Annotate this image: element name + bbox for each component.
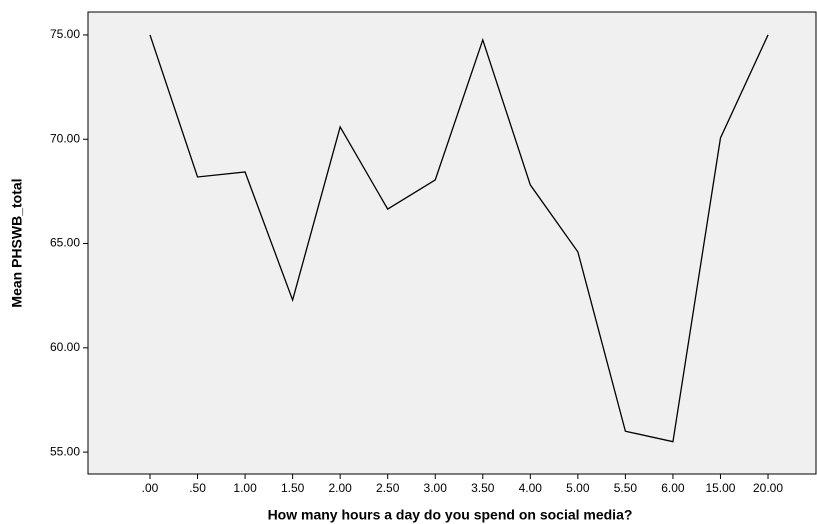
x-tick-label: 3.00 <box>424 481 448 495</box>
x-tick-label: 1.00 <box>233 481 257 495</box>
y-tick-label: 60.00 <box>50 340 80 354</box>
y-tick-label: 55.00 <box>50 444 80 458</box>
x-tick-label: 15.00 <box>705 481 735 495</box>
plot-area <box>87 11 817 475</box>
y-axis-title: Mean PHSWB_total <box>9 178 25 307</box>
x-tick-label: .50 <box>189 481 206 495</box>
x-tick-label: 2.50 <box>376 481 400 495</box>
x-tick-label: 20.00 <box>753 481 783 495</box>
y-tick-label: 65.00 <box>50 236 80 250</box>
x-tick-label: 5.00 <box>566 481 590 495</box>
x-tick-label: 6.00 <box>661 481 685 495</box>
x-tick-label: .00 <box>142 481 159 495</box>
y-tick-label: 70.00 <box>50 131 80 145</box>
x-tick-label: 1.50 <box>281 481 305 495</box>
x-tick-label: 2.00 <box>328 481 352 495</box>
x-tick-label: 4.00 <box>519 481 543 495</box>
line <box>149 34 769 443</box>
x-tick-label: 5.50 <box>614 481 638 495</box>
x-axis-title: How many hours a day do you spend on soc… <box>268 507 633 523</box>
y-tick-label: 75.00 <box>50 27 80 41</box>
x-tick-label: 3.50 <box>471 481 495 495</box>
